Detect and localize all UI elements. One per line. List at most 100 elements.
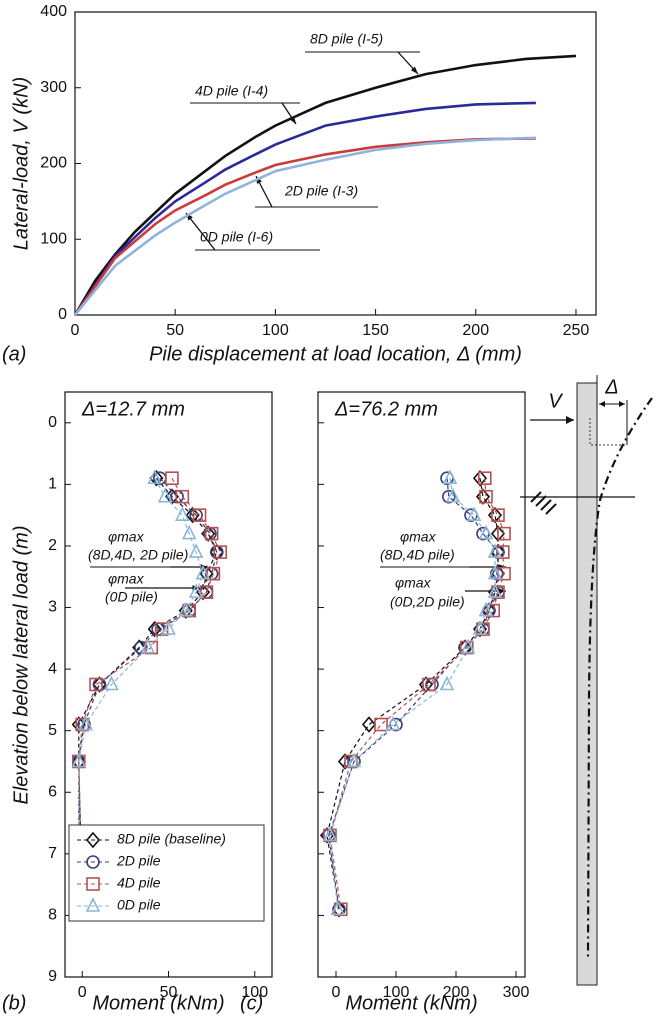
arrow-head <box>410 66 418 74</box>
marker <box>445 487 461 503</box>
deflected-shape <box>586 397 653 961</box>
y-tick-label: 5 <box>48 722 57 739</box>
ground-hatch <box>530 491 557 515</box>
x-tick-label: 0 <box>71 322 80 339</box>
marker <box>92 676 107 693</box>
marker <box>181 524 197 540</box>
legend-box <box>68 824 265 922</box>
marker <box>346 752 362 768</box>
marker <box>195 564 211 580</box>
legend-marker <box>86 877 100 891</box>
marker <box>418 676 434 693</box>
dim-arrow-head <box>599 401 625 407</box>
y-tick-label: 9 <box>48 968 57 985</box>
dotted-outline <box>589 418 627 446</box>
chart: 0 100 200 300 Moment (kNm) (c) Δ=76.2 mm φmax (8… <box>240 391 530 1014</box>
legend-label: 0D pile <box>117 897 161 913</box>
marker <box>495 545 510 559</box>
legend-label: 8D pile (baseline) <box>117 831 226 847</box>
annotation: (0D pile) <box>105 589 158 605</box>
marker <box>89 677 103 692</box>
marker <box>175 506 190 521</box>
x-tick-label: 50 <box>160 984 178 1001</box>
marker <box>192 508 207 522</box>
annotation-arrow <box>185 212 216 251</box>
y-tick-label: 3 <box>48 599 57 616</box>
x-tick-label: 250 <box>563 322 590 339</box>
legend-marker <box>85 831 101 849</box>
series-line <box>73 54 577 316</box>
pile-diagram: V Δ <box>520 375 653 986</box>
x-tick-label: 50 <box>166 322 184 339</box>
marker <box>75 717 90 732</box>
displacement-label: Δ <box>604 376 618 398</box>
marker <box>178 601 194 617</box>
marker <box>487 506 503 524</box>
annotation: φmax <box>395 575 432 591</box>
annotation: Δ=12.7 mm <box>81 398 185 420</box>
x-tick-label: 300 <box>503 984 530 1001</box>
marker <box>361 716 377 733</box>
x-tick-label: 100 <box>262 322 289 339</box>
load-label: V <box>548 390 563 412</box>
legend-label: 4D pile <box>117 875 161 891</box>
marker <box>490 525 506 542</box>
marker <box>188 583 204 598</box>
series-line <box>73 101 536 316</box>
marker <box>71 752 87 768</box>
y-tick-label: 4 <box>48 660 57 677</box>
y-tick-label: 400 <box>40 3 67 20</box>
annotation: 0D pile (I-6) <box>200 229 273 245</box>
marker <box>92 677 107 692</box>
x-tick-label: 200 <box>462 322 489 339</box>
marker <box>140 638 156 654</box>
legend-marker <box>85 897 101 912</box>
marker <box>478 524 494 540</box>
marker <box>477 471 492 486</box>
marker <box>491 508 505 522</box>
annotation: (8D,4D pile) <box>380 547 455 563</box>
marker <box>213 545 228 559</box>
marker <box>209 543 224 561</box>
y-tick-label: 7 <box>48 845 57 862</box>
legend-label: 2D pile <box>116 853 161 869</box>
annotation: 8D pile (I-5) <box>310 31 383 47</box>
marker <box>78 715 93 731</box>
marker <box>188 543 204 558</box>
panel-label: (a) <box>2 343 26 365</box>
marker <box>481 602 497 619</box>
y-tick-label: 2 <box>48 537 57 554</box>
annotation: 2D pile (I-3) <box>284 183 358 199</box>
marker <box>422 677 436 692</box>
series-line <box>328 478 499 910</box>
x-tick-label: 100 <box>383 984 410 1001</box>
y-tick-label: 300 <box>40 79 67 96</box>
marker <box>442 469 458 485</box>
marker <box>487 583 503 598</box>
panel-label: (b) <box>2 992 26 1014</box>
pile <box>576 382 598 986</box>
panel-label: (c) <box>240 992 263 1014</box>
marker <box>165 471 179 486</box>
marker <box>161 620 176 635</box>
marker <box>478 601 494 617</box>
marker <box>157 487 173 503</box>
marker <box>460 638 476 654</box>
chart: 0 50 100 0 1 2 3 4 5 6 7 8 9 Moment (kNm) Elevation be… <box>2 391 273 1014</box>
marker <box>479 489 493 504</box>
marker <box>497 526 511 541</box>
marker <box>104 675 119 691</box>
marker <box>330 900 346 916</box>
marker <box>175 489 190 504</box>
series-line <box>73 136 536 316</box>
x-axis-label: Moment (kNm) <box>345 992 477 1014</box>
series-line <box>78 477 204 910</box>
x-tick-label: 100 <box>241 984 268 1001</box>
x-tick-label: 150 <box>362 322 389 339</box>
marker <box>147 620 162 638</box>
series-line <box>329 478 505 910</box>
marker <box>374 717 388 732</box>
x-tick-label: 0 <box>78 984 87 1001</box>
annotation: (8D,4D, 2D pile) <box>88 547 188 563</box>
